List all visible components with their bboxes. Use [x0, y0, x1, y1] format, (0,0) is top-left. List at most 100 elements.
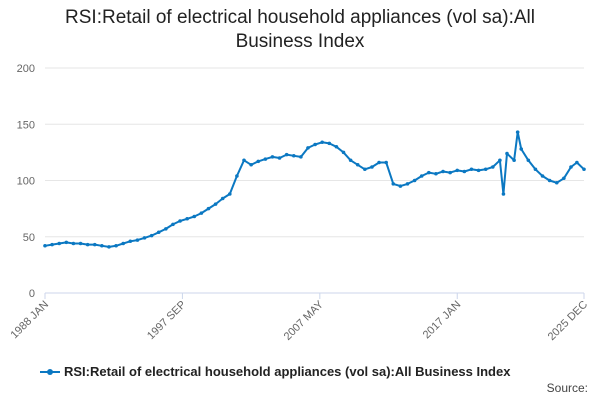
data-point[interactable] — [178, 219, 182, 223]
data-point[interactable] — [547, 178, 552, 183]
data-point[interactable] — [469, 167, 474, 172]
data-point[interactable] — [107, 245, 111, 249]
data-point[interactable] — [156, 230, 161, 235]
data-point[interactable] — [213, 202, 218, 206]
data-point[interactable] — [455, 168, 460, 173]
data-point[interactable] — [498, 158, 502, 163]
x-tick-label: 2007 MAY — [282, 298, 327, 343]
data-point[interactable] — [483, 167, 488, 172]
data-point[interactable] — [348, 158, 353, 163]
data-point[interactable] — [185, 216, 189, 221]
data-point[interactable] — [299, 155, 303, 159]
data-point[interactable] — [533, 167, 538, 172]
y-tick-label: 50 — [23, 232, 35, 244]
data-point[interactable] — [412, 178, 417, 183]
x-tick-label: 1997 SEP — [145, 299, 189, 343]
data-point[interactable] — [582, 167, 586, 172]
data-point[interactable] — [220, 196, 225, 201]
data-point[interactable] — [78, 241, 83, 246]
data-point[interactable] — [441, 169, 445, 174]
x-tick-label: 2017 JAN — [421, 299, 464, 342]
data-point[interactable] — [512, 158, 516, 163]
data-point[interactable] — [515, 130, 520, 134]
series-line-0 — [44, 131, 585, 248]
chart-title-line-2: Business Index — [235, 31, 365, 52]
gridlines — [45, 67, 584, 238]
data-point[interactable] — [128, 239, 133, 244]
data-point[interactable] — [540, 174, 545, 178]
data-point[interactable] — [57, 241, 62, 246]
data-point[interactable] — [64, 240, 69, 245]
source-note: Source: — [546, 381, 588, 395]
data-point[interactable] — [575, 160, 579, 165]
data-point[interactable] — [50, 242, 54, 247]
y-tick-label: 200 — [17, 63, 35, 75]
y-tick-label: 0 — [29, 288, 35, 300]
data-point[interactable] — [206, 206, 211, 211]
legend[interactable]: RSI:Retail of electrical household appli… — [40, 364, 510, 379]
data-point[interactable] — [242, 158, 246, 163]
data-point[interactable] — [114, 243, 118, 248]
data-point[interactable] — [334, 144, 339, 149]
data-point[interactable] — [327, 141, 332, 146]
data-point[interactable] — [526, 158, 531, 163]
data-point[interactable] — [256, 159, 261, 164]
data-point[interactable] — [427, 170, 431, 175]
data-point[interactable] — [228, 192, 232, 196]
data-point[interactable] — [341, 150, 346, 155]
y-tick-label: 150 — [17, 119, 35, 131]
data-point[interactable] — [249, 162, 253, 167]
data-point[interactable] — [398, 184, 403, 188]
data-point[interactable] — [569, 165, 573, 169]
data-point[interactable] — [391, 182, 396, 186]
data-point[interactable] — [270, 155, 275, 159]
data-point[interactable] — [121, 241, 125, 246]
data-point[interactable] — [235, 174, 239, 178]
data-point[interactable] — [263, 157, 268, 161]
data-point[interactable] — [171, 222, 175, 227]
data-point[interactable] — [419, 174, 424, 178]
data-point[interactable] — [306, 146, 310, 150]
data-point[interactable] — [291, 153, 296, 158]
data-point[interactable] — [519, 147, 524, 151]
data-point[interactable] — [313, 142, 317, 147]
data-point[interactable] — [149, 233, 154, 238]
data-point[interactable] — [505, 151, 509, 156]
data-point[interactable] — [384, 160, 388, 165]
data-point[interactable] — [554, 180, 559, 185]
data-point[interactable] — [363, 167, 367, 172]
data-point[interactable] — [377, 160, 381, 165]
data-point[interactable] — [43, 243, 47, 248]
data-point[interactable] — [85, 242, 90, 247]
data-point[interactable] — [284, 152, 289, 157]
chart-title: RSI:Retail of electrical household appli… — [0, 6, 600, 54]
data-point[interactable] — [490, 165, 495, 169]
data-point[interactable] — [320, 140, 325, 145]
y-tick-label: 100 — [17, 176, 35, 188]
data-point[interactable] — [135, 238, 140, 242]
data-point[interactable] — [100, 243, 104, 248]
data-point[interactable] — [476, 168, 481, 173]
legend-label: RSI:Retail of electrical household appli… — [64, 364, 511, 379]
data-point[interactable] — [370, 165, 374, 169]
data-point[interactable] — [164, 227, 168, 231]
data-point[interactable] — [142, 236, 147, 240]
data-point[interactable] — [462, 169, 467, 174]
data-point[interactable] — [71, 241, 76, 246]
data-point[interactable] — [199, 211, 204, 215]
data-point[interactable] — [355, 162, 360, 167]
legend-line-icon — [40, 365, 60, 379]
data-point[interactable] — [192, 214, 197, 219]
series-layer — [43, 130, 586, 249]
data-point[interactable] — [434, 171, 438, 176]
y-axis: 0 50 100 150 200 — [17, 63, 35, 300]
data-point[interactable] — [92, 242, 97, 247]
data-point[interactable] — [448, 170, 452, 175]
data-point[interactable] — [405, 182, 410, 186]
data-point[interactable] — [562, 176, 566, 181]
x-tick-label: 2025 DEC — [546, 299, 590, 343]
data-point[interactable] — [277, 156, 282, 160]
x-tick-label: 1988 JAN — [8, 299, 51, 342]
data-point[interactable] — [501, 192, 506, 196]
